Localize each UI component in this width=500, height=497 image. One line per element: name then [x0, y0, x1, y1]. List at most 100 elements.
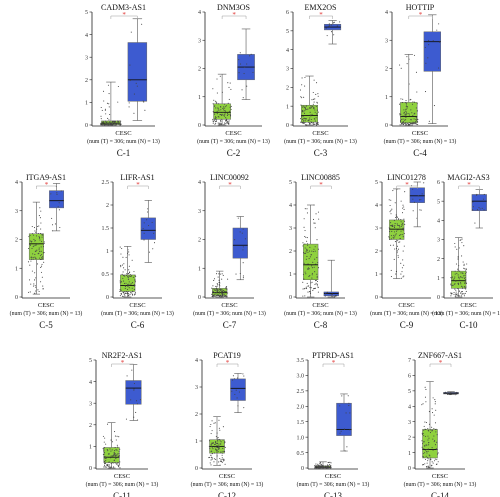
tumor-points-point: [116, 449, 118, 451]
tumor-points-point: [403, 218, 405, 220]
tumor-points-point: [218, 279, 220, 281]
normal-box: [49, 183, 65, 232]
tumor-points-point: [310, 253, 312, 256]
tumor-points-point: [32, 253, 34, 255]
normal-points-point: [324, 295, 326, 297]
tumor-points-point: [41, 256, 44, 258]
normal-points-point: [419, 209, 421, 211]
tumor-points-point: [35, 244, 37, 247]
tumor-points-point: [219, 440, 221, 442]
normal-points-point: [133, 389, 135, 391]
y-tick-label: 0.5: [297, 451, 305, 457]
tumor-points-point: [216, 283, 218, 285]
x-axis-label: CESC: [432, 473, 448, 480]
normal-points-point: [56, 192, 58, 194]
tumor-points-point: [305, 273, 307, 275]
tumor-points-point: [134, 279, 136, 281]
tumor-points-point: [303, 262, 305, 264]
tumor-points-point: [223, 114, 225, 116]
tumor-points-point: [129, 294, 131, 296]
tumor-points-point: [109, 113, 111, 116]
tumor-points-point: [422, 448, 424, 450]
tumor-points-point: [314, 222, 316, 224]
tumor-points-point: [427, 427, 429, 430]
tumor-points-point: [465, 271, 467, 273]
tumor-points-point: [208, 457, 210, 459]
tumor-points-point: [220, 451, 222, 453]
tumor-points-point: [404, 119, 406, 121]
tumor-points-point: [450, 284, 452, 286]
tumor-points-point: [392, 236, 394, 238]
tumor-points-point: [224, 122, 226, 124]
tumor-points-point: [134, 293, 136, 295]
tumor-points-point: [422, 453, 424, 455]
tumor-points-point: [457, 274, 459, 276]
tumor-points-point: [221, 293, 223, 295]
tumor-points-point: [425, 388, 427, 391]
significance-star: *: [228, 181, 232, 189]
tumor-points-point: [431, 429, 433, 431]
tumor-points-point: [124, 285, 127, 288]
tumor-points-point: [314, 287, 316, 289]
tumor-points-point: [450, 283, 452, 285]
tumor-points-point: [128, 292, 130, 295]
tumor-points-point: [415, 122, 417, 124]
tumor-points-point: [315, 117, 317, 119]
tumor-points-point: [424, 458, 427, 461]
y-tick-label: 2: [85, 78, 88, 84]
tumor-points-point: [42, 243, 44, 245]
normal-box: [127, 18, 148, 121]
normal-points-point: [348, 405, 350, 407]
normal-points-point: [146, 211, 149, 213]
tumor-points-point: [395, 228, 397, 230]
tumor-points-point: [108, 93, 110, 95]
tumor-points-point: [454, 246, 456, 248]
tumor-points-point: [304, 119, 306, 121]
tumor-points-point: [422, 433, 424, 435]
tumor-points-point: [451, 276, 454, 278]
tumor-points-point: [109, 122, 111, 124]
tumor-points-point: [416, 118, 418, 120]
normal-points-point: [339, 405, 341, 407]
tumor-points-point: [428, 411, 430, 413]
tumor-points-point: [222, 426, 224, 428]
tumor-points-point: [310, 106, 313, 108]
normal-points-point: [153, 232, 155, 234]
tumor-points-point: [455, 289, 457, 291]
tumor-points-point: [218, 123, 220, 125]
tumor-points-point: [103, 447, 105, 449]
tumor-points-point: [107, 117, 109, 120]
normal-box: [140, 200, 156, 263]
tumor-points-point: [219, 460, 221, 462]
x-axis-label: CESC: [460, 302, 476, 309]
tumor-points-point: [128, 251, 130, 253]
tumor-points-point: [464, 278, 466, 280]
tumor-points-point: [114, 435, 116, 437]
sample-caption: (num (T) = 306; num (N) = 13): [370, 310, 443, 317]
panel-title: LINC01278: [387, 173, 426, 182]
tumor-points-point: [434, 401, 436, 403]
tumor-points-point: [463, 245, 465, 247]
tumor-points-point: [315, 465, 318, 467]
tumor-points-point: [215, 119, 217, 121]
normal-points-point: [133, 388, 135, 390]
tumor-points-point: [458, 265, 460, 267]
tumor-points-point: [226, 114, 228, 116]
sample-caption: (num (T) = 306; num (N) = 13): [193, 310, 266, 317]
tumor-points-point: [462, 293, 464, 295]
tumor-points-point: [302, 273, 304, 275]
tumor-points-point: [225, 117, 227, 119]
tumor-points-point: [309, 274, 311, 277]
tumor-points-point: [115, 123, 117, 125]
tumor-points-point: [433, 414, 435, 416]
tumor-points-point: [305, 121, 307, 123]
tumor-points-point: [405, 104, 408, 106]
y-tick-label: 2: [15, 238, 18, 244]
y-tick-label: 3: [286, 67, 289, 73]
normal-points-point: [412, 210, 414, 212]
tumor-points-point: [113, 462, 115, 464]
tumor-points-point: [213, 458, 215, 460]
tumor-points-point: [123, 294, 125, 296]
